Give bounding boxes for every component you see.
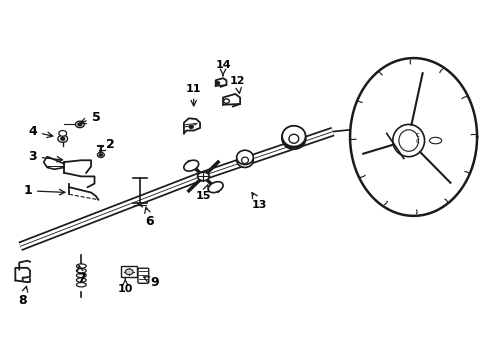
Circle shape: [98, 152, 104, 157]
Text: 5: 5: [80, 111, 100, 124]
FancyBboxPatch shape: [122, 266, 137, 277]
Ellipse shape: [76, 264, 86, 268]
Ellipse shape: [237, 150, 253, 165]
Text: 3: 3: [28, 150, 63, 163]
Text: 2: 2: [99, 138, 115, 151]
Ellipse shape: [429, 137, 441, 144]
Circle shape: [61, 137, 65, 140]
Circle shape: [78, 123, 82, 126]
Text: 6: 6: [145, 207, 154, 228]
Circle shape: [197, 172, 209, 181]
Ellipse shape: [282, 126, 306, 147]
Text: 15: 15: [196, 185, 211, 201]
Ellipse shape: [242, 157, 248, 163]
Text: 12: 12: [230, 76, 245, 93]
Ellipse shape: [76, 283, 86, 287]
Text: 4: 4: [28, 125, 53, 138]
Circle shape: [189, 126, 193, 129]
Ellipse shape: [208, 182, 223, 193]
Ellipse shape: [237, 153, 253, 167]
FancyBboxPatch shape: [138, 268, 149, 283]
Text: 1: 1: [23, 184, 65, 197]
Circle shape: [125, 269, 133, 275]
Text: 9: 9: [144, 276, 159, 289]
Text: c: c: [416, 132, 419, 138]
Text: c: c: [416, 138, 419, 144]
Ellipse shape: [282, 127, 306, 148]
Text: 11: 11: [186, 84, 201, 106]
Text: 13: 13: [252, 193, 268, 210]
Circle shape: [58, 135, 68, 142]
Ellipse shape: [184, 160, 198, 171]
Circle shape: [59, 131, 67, 136]
Text: 7: 7: [77, 266, 86, 285]
Text: 10: 10: [118, 279, 133, 294]
Ellipse shape: [282, 129, 306, 149]
Ellipse shape: [393, 125, 424, 157]
Ellipse shape: [76, 278, 86, 282]
Ellipse shape: [289, 134, 299, 143]
Circle shape: [75, 121, 84, 128]
Ellipse shape: [76, 269, 86, 273]
Ellipse shape: [76, 273, 86, 278]
Text: 8: 8: [18, 286, 28, 307]
Circle shape: [99, 154, 102, 156]
Circle shape: [216, 82, 220, 85]
Text: 14: 14: [215, 60, 231, 76]
